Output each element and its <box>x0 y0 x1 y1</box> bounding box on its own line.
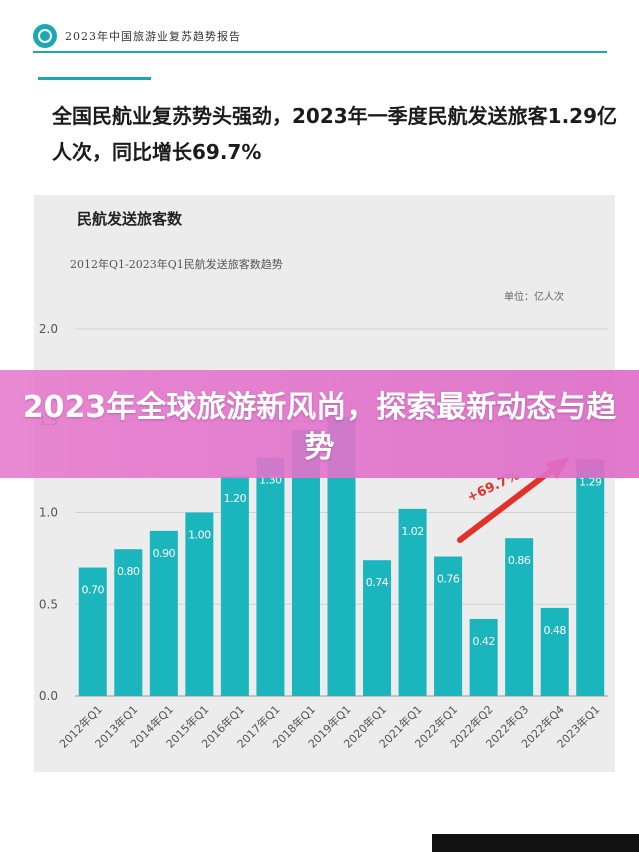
footer-bar <box>432 834 639 852</box>
bar <box>220 475 249 696</box>
bar <box>149 530 178 696</box>
y-tick-label: 0.0 <box>39 689 58 703</box>
bar <box>540 607 569 696</box>
report-logo-icon <box>33 24 57 48</box>
report-name: 2023年中国旅游业复苏趋势报告 <box>65 30 241 43</box>
chart-title: 民航发送旅客数 <box>77 210 183 228</box>
bar <box>256 457 285 696</box>
page-headline: 全国民航业复苏势头强劲，2023年一季度民航发送旅客1.29亿人次，同比增长69… <box>52 104 618 164</box>
bar-value-label: 0.70 <box>82 584 105 597</box>
bar-value-label: 0.86 <box>508 554 531 567</box>
bar-value-label: 1.20 <box>224 492 247 505</box>
bar-value-label: 0.42 <box>472 635 495 648</box>
growth-arrow <box>457 467 555 543</box>
header-divider <box>33 51 607 53</box>
y-tick-label: 2.0 <box>39 322 58 336</box>
report-header: 2023年中国旅游业复苏趋势报告 <box>33 22 607 56</box>
bar <box>505 538 534 696</box>
y-tick-label: 0.5 <box>39 597 58 611</box>
accent-divider <box>38 77 151 80</box>
bar-value-label: 1.02 <box>401 525 424 538</box>
bar <box>398 508 427 696</box>
bar <box>576 459 605 696</box>
bar-value-label: 1.00 <box>188 529 211 542</box>
chart-unit-label: 单位：亿人次 <box>504 292 564 303</box>
bar <box>469 618 498 696</box>
y-tick-label: 1.0 <box>39 506 58 520</box>
bar <box>114 549 143 696</box>
bar-value-label: 0.76 <box>437 573 460 586</box>
overlay-banner: 2023年全球旅游新风尚，探索最新动态与趋势 <box>0 370 639 478</box>
bar-value-label: 0.90 <box>153 547 176 560</box>
bar <box>185 512 214 696</box>
chart-subtitle: 2012年Q1-2023年Q1民航发送旅客数趋势 <box>70 258 283 271</box>
bar <box>434 556 463 696</box>
bar-value-label: 0.74 <box>366 576 389 589</box>
banner-title: 2023年全球旅游新风尚，探索最新动态与趋势 <box>22 390 617 465</box>
bar <box>78 567 107 696</box>
bar-value-label: 0.80 <box>117 565 140 578</box>
bar-value-label: 1.29 <box>579 475 602 488</box>
bar-value-label: 0.48 <box>543 624 566 637</box>
bar <box>363 560 392 696</box>
